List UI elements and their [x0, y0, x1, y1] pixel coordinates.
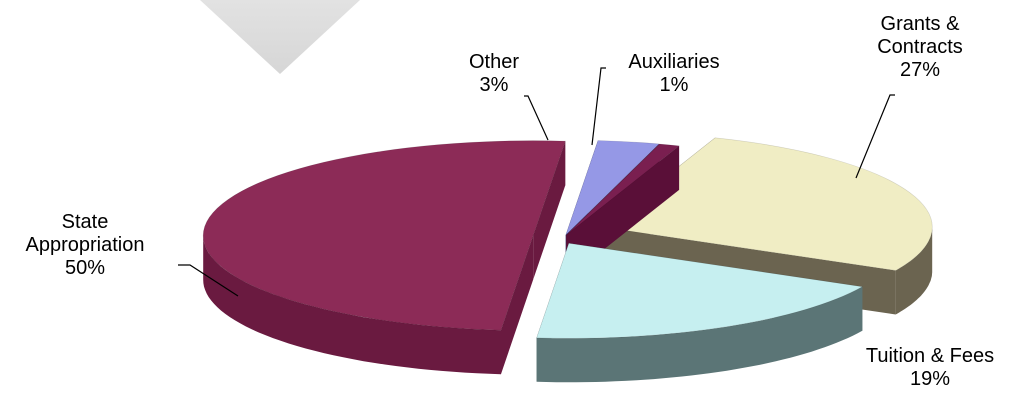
pie-slice-top	[202, 140, 566, 331]
watermark-chevron-icon	[200, 0, 360, 74]
pie-slice-top	[536, 242, 864, 339]
pie-slice-top	[565, 140, 660, 236]
data-label-line: Other	[469, 51, 519, 73]
pie-slice-wall	[500, 235, 534, 375]
leader-line	[178, 264, 239, 297]
data-label-line: Contracts	[877, 36, 963, 58]
pie-slice-auxiliaries	[566, 143, 680, 280]
pie-slice-rim	[203, 235, 501, 375]
data-label-line: State	[62, 211, 109, 233]
data-label: Tuition & Fees 19%	[866, 345, 994, 390]
pie-slice-tuition-fees	[536, 242, 864, 383]
pie-slice-rim	[895, 227, 933, 315]
pie-slice-top	[566, 143, 680, 236]
data-label-line: Tuition & Fees	[866, 345, 994, 367]
data-label-line: 19%	[910, 368, 950, 390]
leader-line	[591, 67, 606, 146]
pie-slice-rim	[536, 286, 863, 383]
data-label: State Appropriation 50%	[26, 211, 145, 279]
leader-line	[524, 95, 549, 141]
pie-slices	[202, 137, 933, 383]
data-label-line: Auxiliaries	[628, 51, 719, 73]
pie-slice-wall	[533, 141, 566, 280]
data-label-line: 3%	[480, 74, 509, 96]
label-leader-lines	[178, 67, 895, 297]
data-label-line: Appropriation	[26, 234, 145, 256]
pie-slice-top	[601, 137, 933, 271]
data-label-line: 1%	[660, 74, 689, 96]
data-label-line: 27%	[900, 59, 940, 81]
data-label-line: 50%	[65, 257, 105, 279]
pie-slice-wall	[566, 145, 680, 280]
leader-line	[855, 94, 895, 179]
data-label: Auxiliaries 1%	[628, 51, 719, 96]
data-label-line: Grants &	[881, 13, 961, 35]
data-labels: Grants & Contracts 27% Tuition & Fees 19% Sta…	[26, 13, 995, 390]
pie-slice-state-appropriation	[202, 140, 566, 375]
data-label: Grants & Contracts 27%	[877, 13, 963, 81]
data-label: Other 3%	[469, 51, 519, 96]
